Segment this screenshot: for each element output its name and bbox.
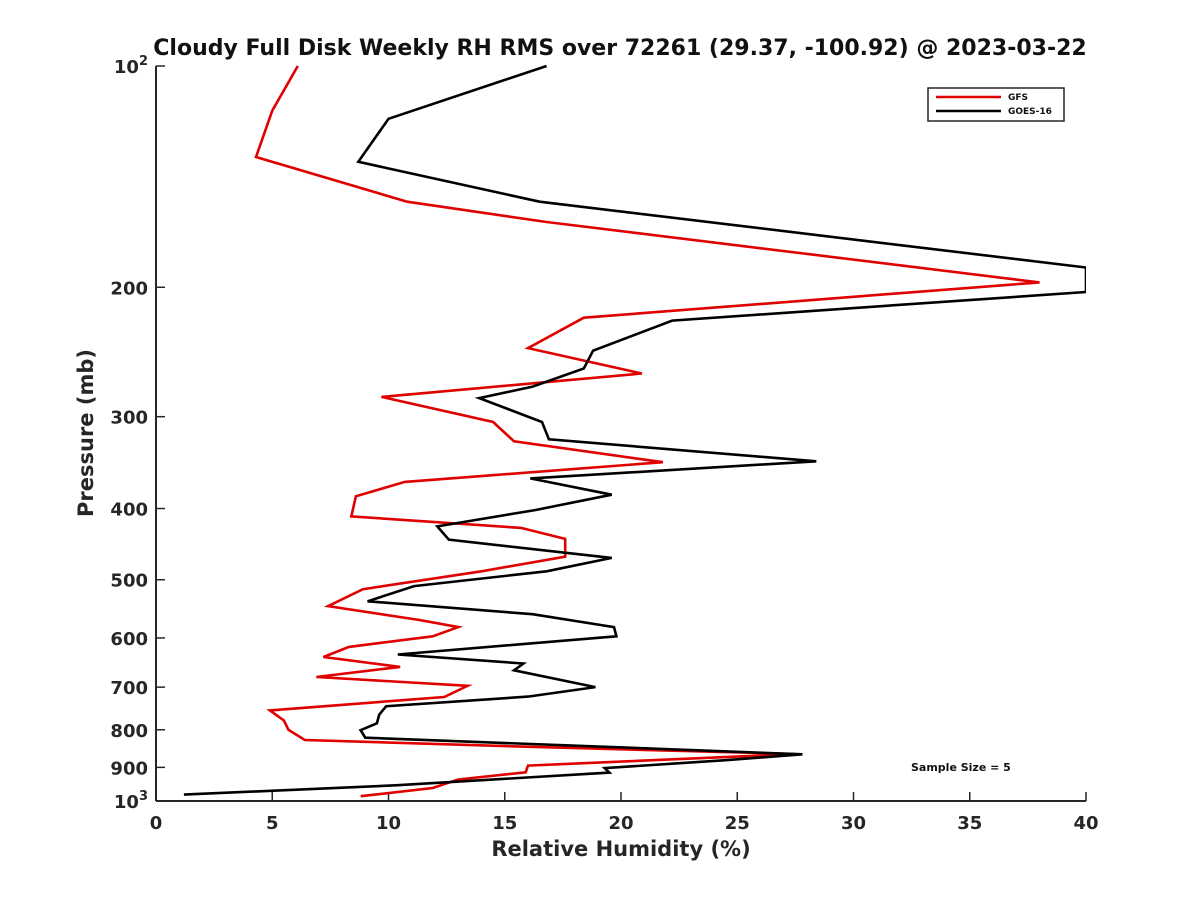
series-layer — [183, 64, 1086, 798]
y-axis-ticks: 102 200 300 400 500 600 700 800 900 103 — [110, 54, 165, 813]
y-tick-label: 800 — [110, 721, 148, 742]
sample-size-annotation: Sample Size = 5 — [911, 761, 1011, 774]
x-tick-label: 15 — [492, 813, 517, 834]
y-tick-label: 700 — [110, 678, 148, 699]
y-tick-label: 600 — [110, 629, 148, 650]
x-tick-label: 0 — [150, 813, 163, 834]
x-tick-label: 40 — [1073, 813, 1098, 834]
legend-box — [927, 87, 1065, 122]
y-tick-label: 900 — [110, 758, 148, 779]
y-tick-label: 500 — [110, 571, 148, 592]
x-axis-label: Relative Humidity (%) — [491, 837, 750, 861]
y-tick-label: 103 — [114, 789, 148, 813]
legend: GFS GOES-16 — [927, 87, 1065, 122]
y-tick-label: 102 — [114, 54, 148, 78]
x-tick-label: 25 — [725, 813, 750, 834]
chart-title: Cloudy Full Disk Weekly RH RMS over 7226… — [153, 36, 1086, 61]
x-tick-label: 35 — [957, 813, 982, 834]
y-tick-label: 200 — [110, 278, 148, 299]
series-line-goes-16 — [183, 64, 1086, 796]
y-axis-label: Pressure (mb) — [74, 349, 98, 517]
x-tick-label: 30 — [841, 813, 866, 834]
y-tick-label: 300 — [110, 408, 148, 429]
x-axis-ticks: 0 5 10 15 20 25 30 35 40 — [150, 792, 1099, 834]
legend-label-gfs: GFS — [1008, 93, 1028, 103]
series-line-gfs — [254, 65, 1040, 798]
x-tick-label: 20 — [608, 813, 633, 834]
x-tick-label: 10 — [376, 813, 401, 834]
legend-label-goes-16: GOES-16 — [1008, 107, 1052, 117]
x-tick-label: 5 — [266, 813, 279, 834]
y-tick-label: 400 — [110, 500, 148, 521]
